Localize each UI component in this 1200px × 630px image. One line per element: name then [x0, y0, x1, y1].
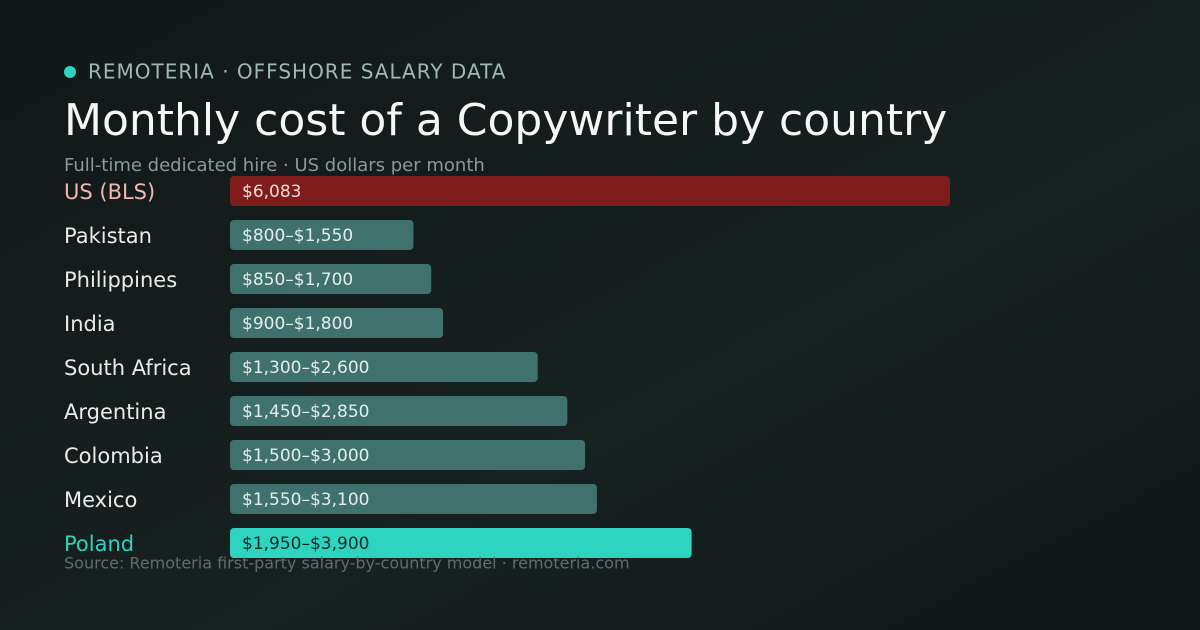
value-label: $1,450–$2,850	[242, 402, 369, 422]
bar	[230, 220, 414, 250]
value-label: $6,083	[242, 182, 301, 202]
bar	[230, 528, 692, 558]
value-label: $1,550–$3,100	[242, 490, 369, 510]
bar	[230, 440, 586, 470]
eyebrow: REMOTERIA · OFFSHORE SALARY DATA	[88, 60, 506, 84]
bar	[230, 176, 950, 206]
chart-title: Monthly cost of a Copywriter by country	[64, 95, 947, 146]
bar	[230, 484, 597, 514]
category-label: South Africa	[64, 356, 192, 380]
value-label: $1,500–$3,000	[242, 446, 369, 466]
value-label: $850–$1,700	[242, 270, 353, 290]
category-label: Pakistan	[64, 224, 152, 248]
bar	[230, 264, 432, 294]
bar	[230, 308, 444, 338]
bar	[230, 352, 538, 382]
subtitle: Full-time dedicated hire · US dollars pe…	[64, 155, 485, 176]
value-label: $800–$1,550	[242, 226, 353, 246]
category-label: Mexico	[64, 488, 137, 512]
source: Source: Remoteria first-party salary-by-…	[64, 554, 630, 573]
category-label: India	[64, 312, 116, 336]
bar	[230, 396, 568, 426]
brand-dot	[64, 66, 76, 78]
category-label: Argentina	[64, 400, 166, 424]
category-label: Philippines	[64, 268, 177, 292]
value-label: $1,300–$2,600	[242, 358, 369, 378]
category-label: Colombia	[64, 444, 163, 468]
value-label: $900–$1,800	[242, 314, 353, 334]
category-label: Poland	[64, 532, 134, 556]
category-label: US (BLS)	[64, 180, 155, 204]
value-label: $1,950–$3,900	[242, 534, 369, 554]
